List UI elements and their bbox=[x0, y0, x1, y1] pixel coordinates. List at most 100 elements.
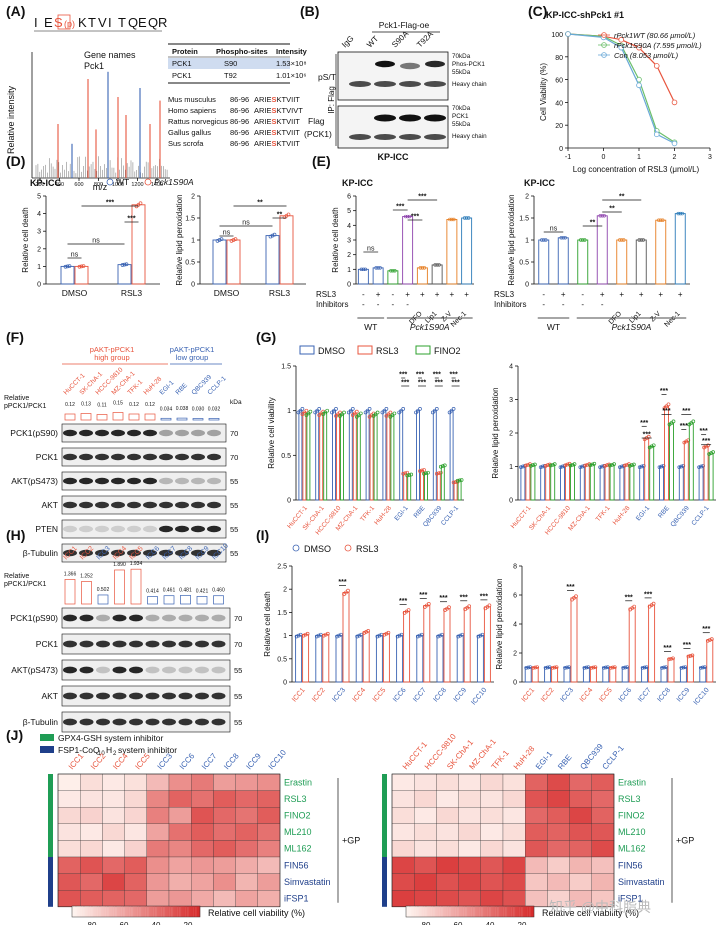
i-lipid-dot bbox=[679, 665, 684, 670]
i-category: ICC7 bbox=[412, 687, 428, 704]
g-lipid-dot bbox=[533, 462, 537, 467]
panel-label: (G) bbox=[256, 329, 276, 345]
blot-band bbox=[63, 429, 77, 437]
e-lipid-dot bbox=[661, 218, 665, 222]
colorbar-right-cell bbox=[513, 906, 515, 917]
i-lipid-bar bbox=[706, 639, 714, 683]
ratio-value: 0.12 bbox=[145, 402, 155, 408]
j-left-row-label: RSL3 bbox=[284, 794, 307, 804]
colorbar-left-cell bbox=[188, 906, 191, 917]
j-left-cell bbox=[102, 773, 125, 791]
d-lipid-ytick-label: 0.5 bbox=[185, 260, 195, 267]
table1-cell: PCK1 bbox=[172, 71, 192, 80]
viability-xtick-label: 1 bbox=[637, 154, 641, 161]
i-death-bar bbox=[295, 635, 303, 683]
d-group-label: DMSO bbox=[214, 288, 240, 298]
legend-swatch bbox=[415, 345, 431, 355]
d-lipid-bar bbox=[265, 235, 280, 285]
blot-band bbox=[63, 666, 77, 674]
e-table-rsl3: - bbox=[392, 290, 395, 299]
blot-right-label: 70kDa bbox=[452, 105, 471, 112]
j-right-cell bbox=[480, 823, 504, 841]
species-name: Mus musculus bbox=[168, 95, 216, 104]
j-right-cell bbox=[547, 840, 570, 858]
e-table2-row-label: RSL3 bbox=[494, 290, 515, 299]
blot-header: Pck1-Flag-oe bbox=[379, 20, 430, 30]
e-table-rsl3: + bbox=[376, 290, 381, 299]
g-viab-bar bbox=[449, 410, 454, 501]
j-left-cell bbox=[235, 856, 258, 874]
i-death-dot bbox=[476, 634, 481, 639]
i-lipid-dot bbox=[610, 665, 615, 670]
j-left-cell bbox=[102, 807, 125, 824]
e-death-ytick-label: 4 bbox=[347, 223, 351, 230]
g-viab-dot bbox=[300, 407, 305, 411]
ratio-value: 0.15 bbox=[113, 401, 123, 407]
species-sequence: ARIESKTVIIT bbox=[254, 117, 300, 126]
g-sig: *** bbox=[416, 372, 424, 379]
g-lipid-bar bbox=[530, 464, 536, 501]
blot-band bbox=[79, 549, 93, 557]
i-lipid-dot bbox=[621, 665, 626, 670]
species-range: 86-96 bbox=[230, 139, 249, 148]
ratio-value: 0.11 bbox=[97, 403, 107, 409]
i-category: ICC9 bbox=[453, 687, 469, 704]
i-death-dot bbox=[460, 632, 465, 637]
colorbar-left-cell bbox=[196, 906, 199, 917]
legend-fsp1 bbox=[40, 746, 54, 753]
i-lipid-bar bbox=[609, 667, 617, 683]
g-viab-bar bbox=[336, 413, 340, 501]
e-table2-inhib: Nec-1 bbox=[664, 310, 682, 328]
g-viab-dot bbox=[422, 471, 426, 476]
colorbar-left-cell bbox=[112, 906, 114, 917]
j-right-col-label: HuH-28 bbox=[512, 744, 537, 771]
colorbar-right-cell bbox=[450, 906, 453, 917]
i-death-bar bbox=[302, 634, 310, 683]
d-death-ytick-label: 0 bbox=[37, 282, 41, 289]
e-table2-inhib: - bbox=[542, 300, 545, 309]
colorbar-right-cell bbox=[447, 906, 450, 917]
e-sig: ns bbox=[367, 246, 375, 253]
i-category: ICC2 bbox=[311, 687, 327, 704]
i-sig: *** bbox=[566, 584, 574, 591]
e-lipid-ytick-label: 1 bbox=[525, 238, 529, 245]
j-left-cell bbox=[191, 840, 214, 858]
i-death-bar bbox=[382, 633, 390, 683]
j-left-cell bbox=[257, 873, 281, 891]
i-lipid-dot bbox=[582, 665, 587, 670]
colorbar-left-frame bbox=[71, 905, 201, 918]
panel-label: (D) bbox=[6, 153, 25, 169]
j-right-cell bbox=[591, 773, 615, 791]
i-sig: *** bbox=[663, 645, 671, 652]
e-death-bar bbox=[402, 216, 414, 285]
gene-name: Pck1 bbox=[84, 61, 104, 71]
band-heavy-chain bbox=[399, 81, 421, 87]
j-right-cell bbox=[591, 823, 615, 841]
g-lipid-dot bbox=[630, 463, 634, 468]
i-lipid-dot bbox=[552, 665, 557, 670]
j-left-cell bbox=[235, 773, 258, 791]
colorbar-left-cell bbox=[118, 906, 121, 917]
g-lipid-bar bbox=[649, 445, 655, 501]
viability-ytick-label: 100 bbox=[551, 32, 563, 39]
e-death-dot bbox=[418, 266, 423, 270]
e-lipid-dot bbox=[602, 214, 606, 218]
i-lipid-dot bbox=[686, 654, 691, 659]
g-lipid-dot bbox=[598, 465, 602, 470]
g-viab-dot bbox=[388, 410, 393, 415]
blot-band bbox=[178, 614, 193, 622]
j-right-row-label: RSL3 bbox=[618, 794, 641, 804]
e-table2-rsl3: + bbox=[561, 290, 566, 299]
i-lipid-dot bbox=[608, 665, 613, 670]
g-viab-bar bbox=[457, 479, 462, 501]
j-left-cell bbox=[191, 807, 214, 824]
i-lipid-bar bbox=[679, 667, 687, 683]
blot-label: PCK1(pS90) bbox=[10, 613, 58, 623]
colorbar-left-cell bbox=[72, 906, 74, 917]
blot-band bbox=[63, 614, 77, 622]
i-death-dot bbox=[438, 633, 442, 638]
j-right-cell bbox=[525, 773, 548, 791]
g-viab-dot bbox=[317, 407, 322, 411]
g-viab-dot bbox=[392, 411, 397, 416]
d-ylabel-2: Relative lipid peroxidation bbox=[175, 194, 184, 285]
